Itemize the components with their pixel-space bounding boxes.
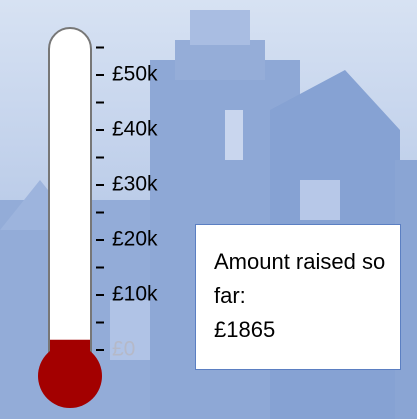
tick-label: £50k <box>112 63 158 86</box>
tick-label: £30k <box>112 173 158 196</box>
page: {"chart_data": {"type": "thermometer", "… <box>0 0 417 419</box>
tick-label: £40k <box>112 118 158 141</box>
tube <box>49 28 91 376</box>
amount-value: £1865 <box>214 313 389 347</box>
tick-label: £10k <box>112 283 158 306</box>
tick-label: £20k <box>112 228 158 251</box>
tick-label: £0 <box>112 338 135 361</box>
amount-label: Amount raised so far: <box>214 245 389 313</box>
bulb <box>38 344 102 408</box>
amount-box: Amount raised so far: £1865 <box>195 224 401 370</box>
